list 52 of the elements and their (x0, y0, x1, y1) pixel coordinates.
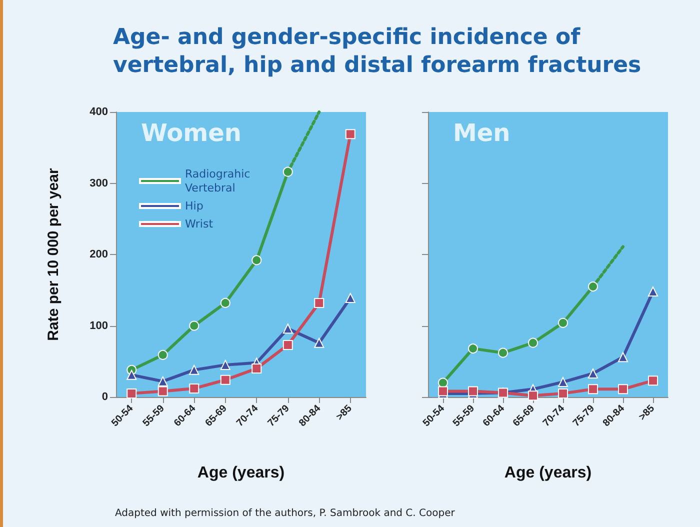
point (345, 129, 356, 140)
x-tick-label: >85 (637, 402, 658, 423)
point (588, 368, 598, 378)
y-tick-label: 200 (90, 248, 108, 260)
point (126, 370, 137, 380)
legend-label: Radiograhic Vertebral (185, 168, 254, 194)
x-axis-title: Age (years) (504, 464, 592, 482)
point (282, 340, 293, 350)
point (220, 360, 230, 370)
point (438, 378, 448, 388)
point (158, 376, 168, 386)
point (252, 255, 262, 266)
chart-subtitle: Men (453, 119, 510, 147)
y-tick-label: 0 (102, 391, 108, 403)
point (558, 388, 568, 398)
text: Adapted with permission of the authors, P. Sambrook and C. Cooper (115, 508, 455, 519)
legend-label: Wrist (185, 218, 214, 230)
point (189, 320, 200, 331)
point (252, 364, 262, 374)
point (314, 298, 324, 308)
y-axis-title: Rate per 10 000 per year (45, 168, 62, 341)
point (345, 292, 356, 303)
point (282, 324, 293, 334)
point (220, 298, 230, 308)
point (528, 390, 538, 401)
point (498, 348, 508, 358)
point (220, 374, 230, 385)
point (588, 282, 598, 292)
point (468, 344, 478, 354)
point (558, 318, 568, 328)
point (588, 384, 598, 394)
point (648, 376, 658, 386)
y-tick-label: 300 (90, 177, 108, 190)
point (648, 286, 658, 297)
point (618, 352, 628, 362)
point (189, 383, 200, 394)
point (158, 350, 168, 360)
point (158, 386, 168, 396)
y-tick-label: 400 (90, 106, 108, 118)
x-tick-label: >85 (334, 402, 355, 423)
point (189, 364, 200, 375)
y-tick-label: 100 (90, 320, 108, 332)
point (126, 388, 137, 398)
point (314, 338, 324, 348)
point (558, 377, 568, 388)
point (528, 338, 538, 348)
chart-title: Age- and gender-specific incidence of vertebral, hip and distal forearm fractures (113, 24, 642, 80)
legend-label: Hip (185, 200, 204, 212)
x-axis-title: Age (years) (197, 464, 285, 482)
point (618, 384, 628, 394)
point (282, 166, 293, 177)
chart-subtitle: Women (141, 119, 242, 147)
